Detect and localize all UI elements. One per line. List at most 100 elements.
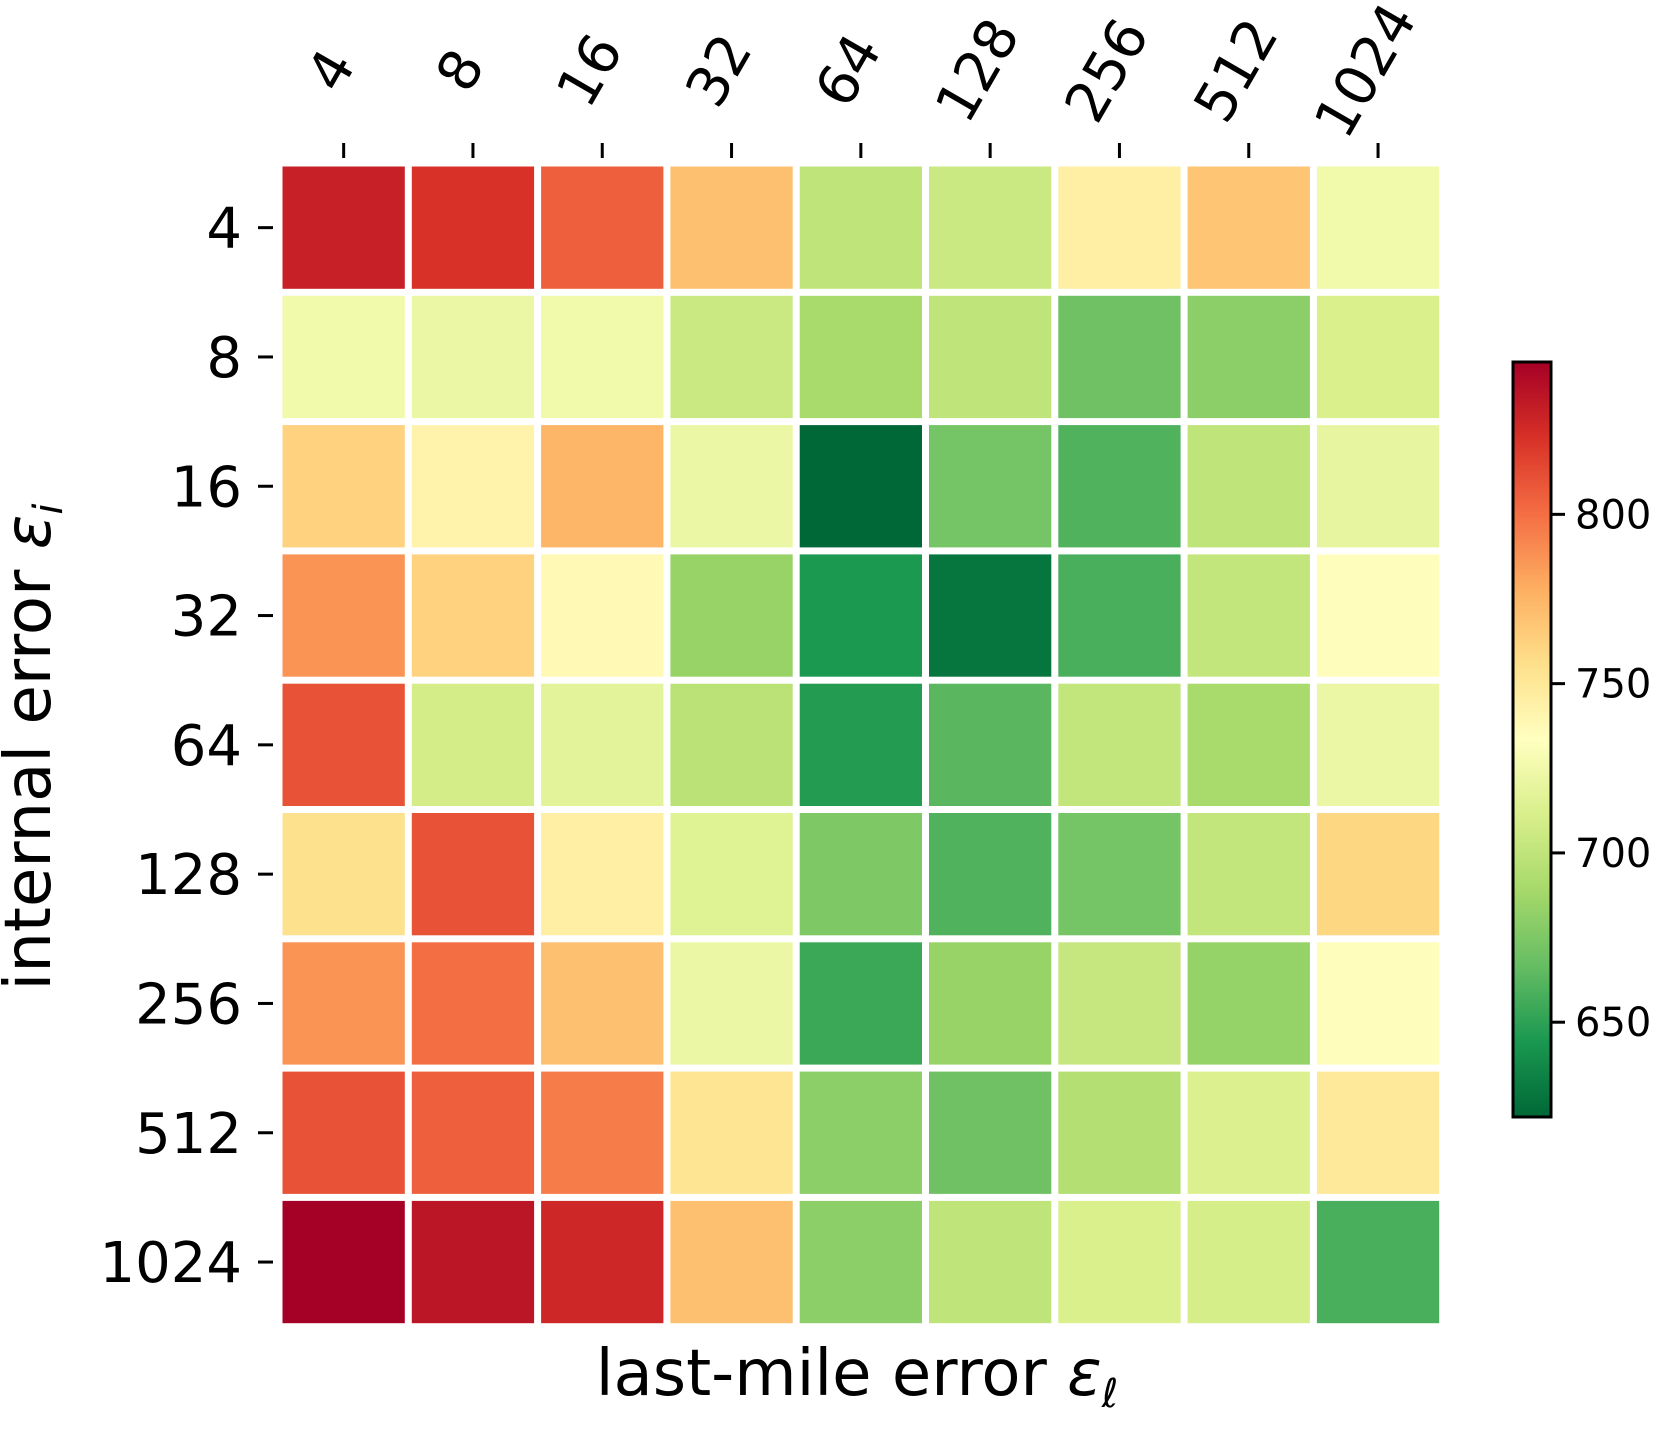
heatmap-cell-r512-c128 xyxy=(929,1071,1052,1194)
y-tick-label: 512 xyxy=(135,1102,242,1167)
heatmap-cell-r16-c16 xyxy=(541,425,664,548)
heatmap-cell-r16-c512 xyxy=(1187,425,1310,548)
heatmap-cell-r8-c512 xyxy=(1187,295,1310,419)
heatmap-cell-r512-c64 xyxy=(799,1071,922,1194)
heatmap-cell-r8-c16 xyxy=(541,295,664,419)
heatmap-cell-r512-c256 xyxy=(1058,1071,1181,1194)
heatmap-cell-r8-c256 xyxy=(1058,295,1181,419)
colorbar-tick-label: 800 xyxy=(1575,492,1651,538)
y-tick-label: 8 xyxy=(206,326,242,391)
heatmap-cell-r4-c1024 xyxy=(1316,166,1440,289)
heatmap-cell-r64-c8 xyxy=(411,683,535,806)
heatmap-cell-r4-c8 xyxy=(411,166,535,289)
colorbar-tick-label: 750 xyxy=(1575,662,1651,708)
y-axis-title-symbol: ε xyxy=(0,515,66,550)
heatmap-cell-r1024-c8 xyxy=(411,1200,535,1324)
heatmap-cell-r128-c1024 xyxy=(1316,813,1440,936)
y-axis-title-subscript: i xyxy=(26,504,72,515)
heatmap-cell-r32-c8 xyxy=(411,554,535,677)
heatmap-cell-r512-c512 xyxy=(1187,1071,1310,1194)
y-tick-label: 32 xyxy=(171,585,242,650)
heatmap-cells xyxy=(275,159,1447,1331)
x-tick-label: 128 xyxy=(923,8,1033,133)
heatmap-cell-r256-c64 xyxy=(799,942,922,1065)
x-axis-ticks: 4 8 16 32 64 128 256 512 1024 xyxy=(295,0,1430,158)
heatmap-cell-r16-c32 xyxy=(670,425,793,548)
heatmap-cell-r128-c4 xyxy=(282,813,405,936)
heatmap-cell-r512-c8 xyxy=(411,1071,535,1194)
heatmap-cell-r256-c8 xyxy=(411,942,535,1065)
heatmap-cell-r4-c4 xyxy=(282,166,405,289)
x-tick-label: 256 xyxy=(1053,8,1163,133)
heatmap-cell-r8-c128 xyxy=(929,295,1052,419)
heatmap-cell-r256-c128 xyxy=(929,942,1052,1065)
y-tick-label: 256 xyxy=(135,972,242,1037)
heatmap-cell-r64-c32 xyxy=(670,683,793,806)
heatmap-cell-r64-c4 xyxy=(282,683,405,806)
heatmap-cell-r128-c16 xyxy=(541,813,664,936)
heatmap-cell-r256-c16 xyxy=(541,942,664,1065)
y-tick-label: 16 xyxy=(171,455,242,520)
heatmap-cell-r16-c64 xyxy=(799,425,922,548)
heatmap-cell-r256-c32 xyxy=(670,942,793,1065)
heatmap-cell-r128-c256 xyxy=(1058,813,1181,936)
x-tick-label: 4 xyxy=(295,39,369,102)
heatmap-cell-r256-c1024 xyxy=(1316,942,1440,1065)
heatmap-cell-r16-c1024 xyxy=(1316,425,1440,548)
colorbar-tick-label: 700 xyxy=(1575,831,1651,877)
heatmap-cell-r256-c512 xyxy=(1187,942,1310,1065)
heatmap-cell-r512-c4 xyxy=(282,1071,405,1194)
heatmap-cell-r8-c4 xyxy=(282,295,405,419)
heatmap-cell-r64-c16 xyxy=(541,683,664,806)
heatmap-cell-r128-c64 xyxy=(799,813,922,936)
heatmap-cell-r16-c256 xyxy=(1058,425,1181,548)
heatmap-cell-r1024-c1024 xyxy=(1316,1200,1440,1324)
heatmap-cell-r128-c8 xyxy=(411,813,535,936)
y-tick-label: 128 xyxy=(135,843,242,908)
y-axis-title-text: internal error xyxy=(0,549,66,990)
x-axis-title-text: last-mile error xyxy=(596,1337,1067,1411)
heatmap-cell-r1024-c256 xyxy=(1058,1200,1181,1324)
heatmap-cell-r8-c1024 xyxy=(1316,295,1440,419)
heatmap-cell-r128-c32 xyxy=(670,813,793,936)
heatmap-cell-r1024-c32 xyxy=(670,1200,793,1324)
heatmap-cell-r32-c16 xyxy=(541,554,664,677)
heatmap-cell-r64-c256 xyxy=(1058,683,1181,806)
y-tick-label: 1024 xyxy=(99,1231,242,1296)
heatmap-cell-r32-c512 xyxy=(1187,554,1310,677)
y-tick-label: 64 xyxy=(171,714,242,779)
x-tick-label: 8 xyxy=(424,39,498,102)
heatmap-cell-r4-c512 xyxy=(1187,166,1310,289)
heatmap-cell-r4-c256 xyxy=(1058,166,1181,289)
y-axis-title: internal error εi xyxy=(0,504,72,991)
x-axis-title-symbol: ε xyxy=(1067,1337,1102,1411)
y-axis-ticks: 4 8 16 32 64 128 256 512 1024 xyxy=(99,197,273,1296)
heatmap-cell-r64-c64 xyxy=(799,683,922,806)
y-tick-label: 4 xyxy=(206,197,242,262)
heatmap-cell-r64-c512 xyxy=(1187,683,1310,806)
heatmap-cell-r32-c32 xyxy=(670,554,793,677)
colorbar-ticks: 650 700 750 800 xyxy=(1551,492,1651,1046)
colorbar: 650 700 750 800 xyxy=(1511,360,1651,1119)
colorbar-tick-label: 650 xyxy=(1575,1000,1651,1046)
heatmap-cell-r8-c64 xyxy=(799,295,922,419)
heatmap-cell-r16-c8 xyxy=(411,425,535,548)
x-axis-title: last-mile error εℓ xyxy=(596,1337,1119,1417)
heatmap-cell-r128-c128 xyxy=(929,813,1052,936)
heatmap-cell-r1024-c512 xyxy=(1187,1200,1310,1324)
heatmap-cell-r256-c256 xyxy=(1058,942,1181,1065)
heatmap-cell-r1024-c4 xyxy=(282,1200,405,1324)
heatmap-cell-r32-c1024 xyxy=(1316,554,1440,677)
heatmap-cell-r1024-c128 xyxy=(929,1200,1052,1324)
x-axis-title-subscript: ℓ xyxy=(1101,1371,1119,1417)
heatmap-cell-r256-c4 xyxy=(282,942,405,1065)
heatmap-cell-r1024-c64 xyxy=(799,1200,922,1324)
heatmap-cell-r4-c16 xyxy=(541,166,664,289)
heatmap-cell-r8-c8 xyxy=(411,295,535,419)
heatmap-cell-r128-c512 xyxy=(1187,813,1310,936)
heatmap-cell-r32-c64 xyxy=(799,554,922,677)
heatmap-cell-r8-c32 xyxy=(670,295,793,419)
heatmap-cell-r512-c1024 xyxy=(1316,1071,1440,1194)
x-tick-label: 64 xyxy=(803,24,895,118)
